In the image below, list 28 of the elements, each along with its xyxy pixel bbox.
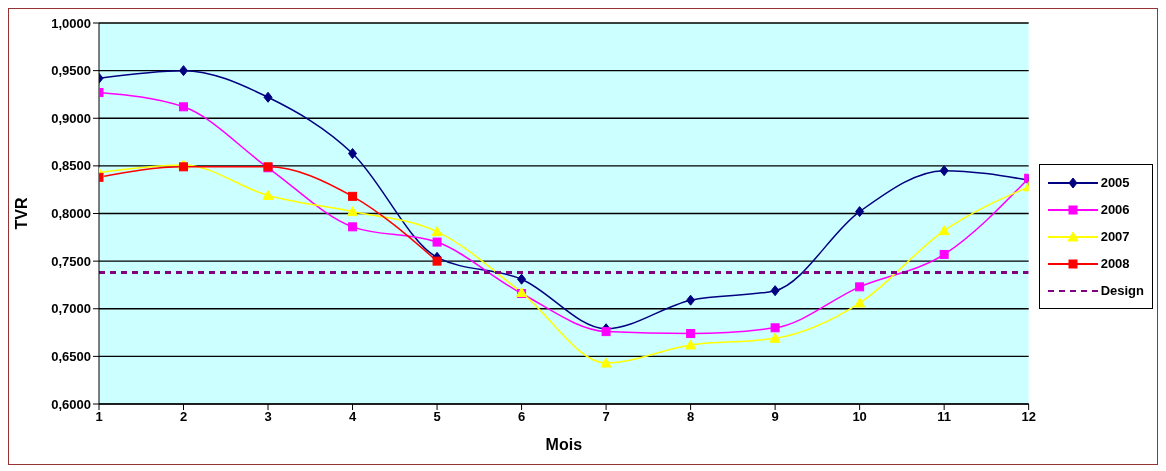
x-tick-label: 3 bbox=[264, 409, 272, 425]
y-tick-label: 0,6000 bbox=[51, 396, 91, 412]
legend-label: 2005 bbox=[1100, 175, 1130, 190]
y-tick-label: 0,7000 bbox=[51, 301, 91, 317]
x-tick-label: 4 bbox=[348, 409, 357, 425]
x-tick-label: 11 bbox=[937, 409, 952, 425]
y-tick-label: 0,9500 bbox=[51, 63, 91, 79]
x-tick-label: 1 bbox=[95, 409, 103, 425]
legend-label: Design bbox=[1100, 283, 1144, 298]
x-tick-label: 9 bbox=[771, 409, 779, 425]
x-tick-label: 5 bbox=[433, 409, 441, 425]
y-tick-label: 0,8000 bbox=[51, 206, 91, 222]
x-axis-title: Mois bbox=[545, 436, 583, 453]
x-tick-label: 12 bbox=[1021, 409, 1036, 425]
y-tick-label: 0,8500 bbox=[51, 158, 91, 174]
y-tick-label: 0,6500 bbox=[51, 348, 91, 364]
legend-label: 2006 bbox=[1100, 202, 1130, 217]
x-tick-label: 2 bbox=[179, 409, 188, 425]
x-tick-label: 10 bbox=[852, 409, 867, 425]
y-tick-label: 1,0000 bbox=[51, 15, 91, 31]
y-axis-title: TVR bbox=[12, 197, 30, 230]
y-tick-label: 0,7500 bbox=[51, 253, 91, 269]
x-tick-label: 8 bbox=[686, 409, 695, 425]
legend-label: 2007 bbox=[1100, 229, 1130, 244]
x-tick-label: 7 bbox=[602, 409, 610, 425]
y-tick-label: 0,9000 bbox=[51, 110, 91, 126]
legend-label: 2008 bbox=[1100, 256, 1130, 271]
x-tick-label: 6 bbox=[517, 409, 526, 425]
